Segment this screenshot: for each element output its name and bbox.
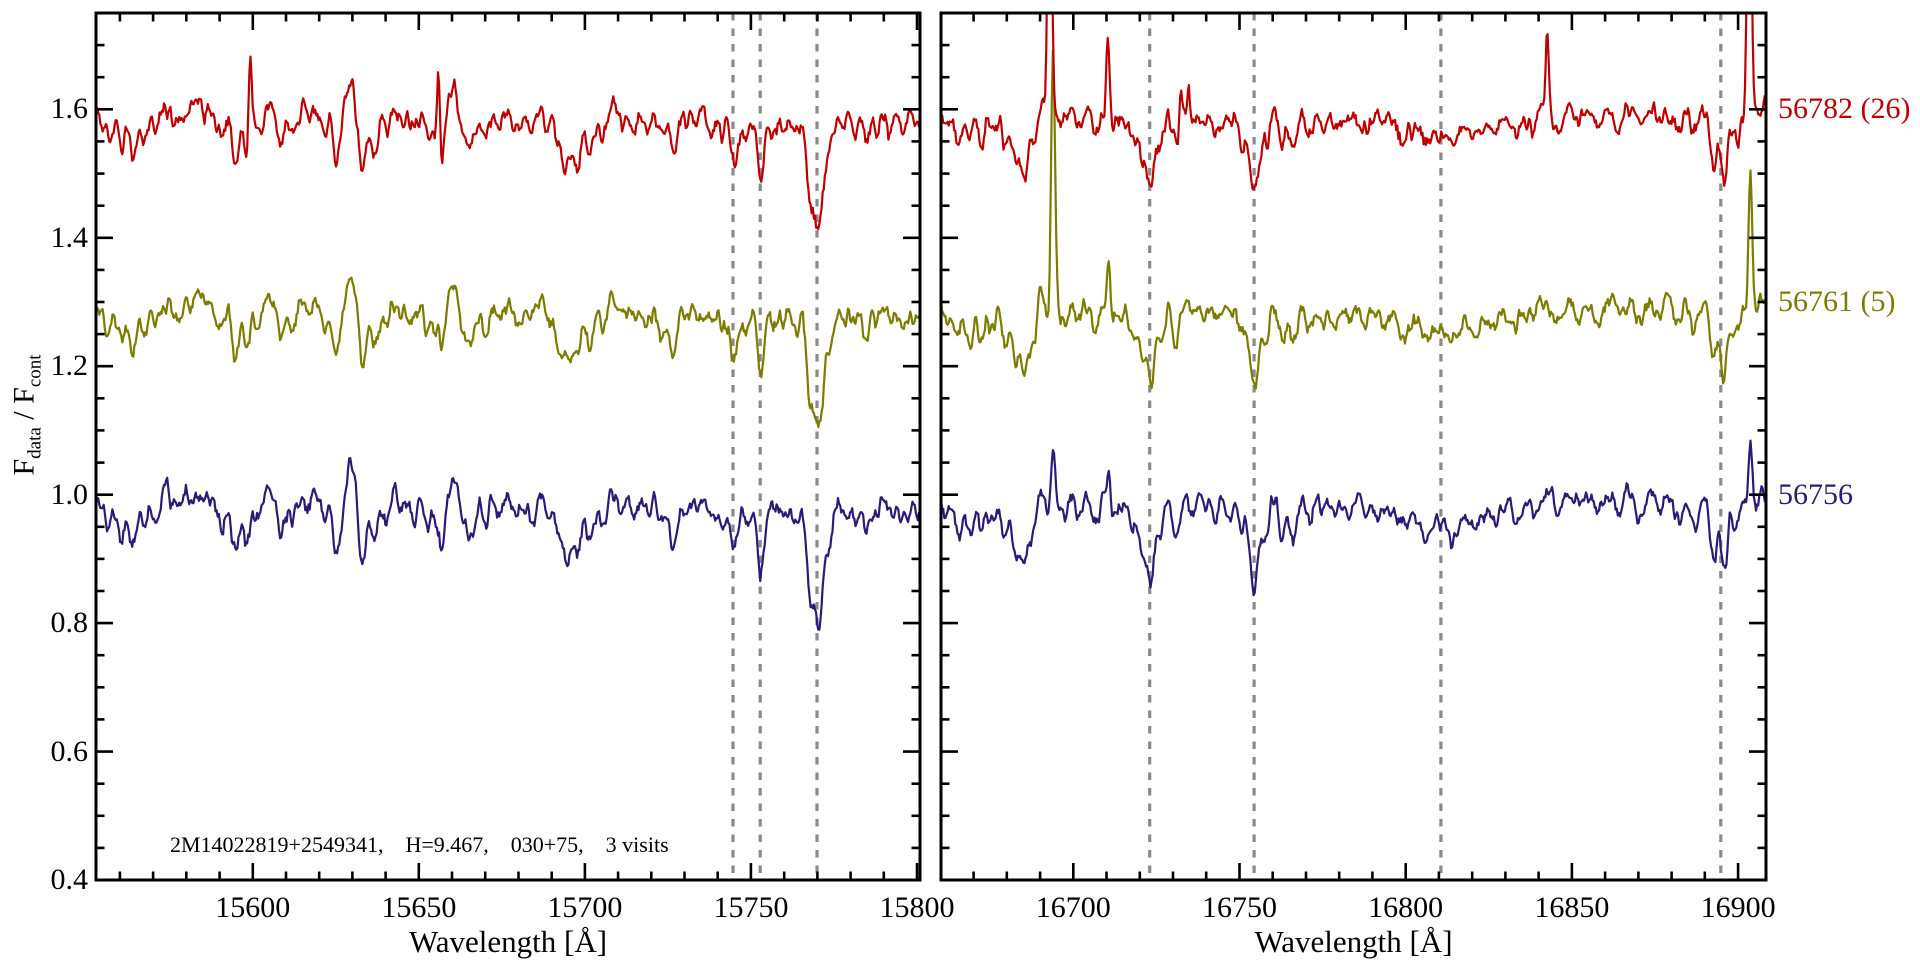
x-axis-title-right: Wavelength [Å] <box>1254 924 1453 959</box>
y-tick-label: 1.6 <box>50 92 89 126</box>
spectrum-curve-56756 <box>941 439 1766 597</box>
dashed-reference-lines <box>1148 13 1723 880</box>
star-annotation: 2M14022819+2549341, H=9.467, 030+75, 3 v… <box>170 832 669 857</box>
x-tick-label: 16800 <box>1368 891 1444 924</box>
y-axis-title-f2: / F <box>7 387 41 428</box>
x-tick-label: 15800 <box>879 891 955 924</box>
y-axis-title-sub1: data <box>24 427 46 459</box>
x-tick-label: 16850 <box>1534 891 1610 924</box>
x-tick-label: 16700 <box>1035 891 1111 924</box>
spectrum-curve-56761 <box>941 49 1766 390</box>
y-axis-title-f1: F <box>7 458 41 476</box>
visit-label-56756: 56756 <box>1778 477 1853 511</box>
x-tick-label: 15700 <box>547 891 623 924</box>
panel-axes <box>939 11 1768 882</box>
visit-label-56761: 56761 (5) <box>1778 285 1896 318</box>
x-tick-label: 15650 <box>381 891 457 924</box>
x-tick-label: 16900 <box>1700 891 1776 924</box>
x-tick-label: 15600 <box>215 891 291 924</box>
y-tick-label: 1.2 <box>50 349 89 383</box>
y-tick-label: 0.6 <box>50 734 89 768</box>
spectrum-curve-56782 <box>941 13 1766 191</box>
y-tick-label: 0.8 <box>50 606 89 640</box>
panel-axes <box>94 11 922 882</box>
spectrum-curve-56756 <box>96 457 920 631</box>
y-tick-label: 1.0 <box>50 477 89 511</box>
visit-label-56782: 56782 (26) <box>1778 92 1911 126</box>
x-tick-label: 16750 <box>1201 891 1277 924</box>
spectrum-curve-56782 <box>96 55 920 231</box>
y-tick-label: 1.4 <box>50 220 89 254</box>
spectrum-curve-56761 <box>96 276 920 429</box>
x-tick-label: 15750 <box>713 891 789 924</box>
x-axis-title-left: Wavelength [Å] <box>408 924 608 959</box>
y-tick-label: 0.4 <box>50 863 89 896</box>
